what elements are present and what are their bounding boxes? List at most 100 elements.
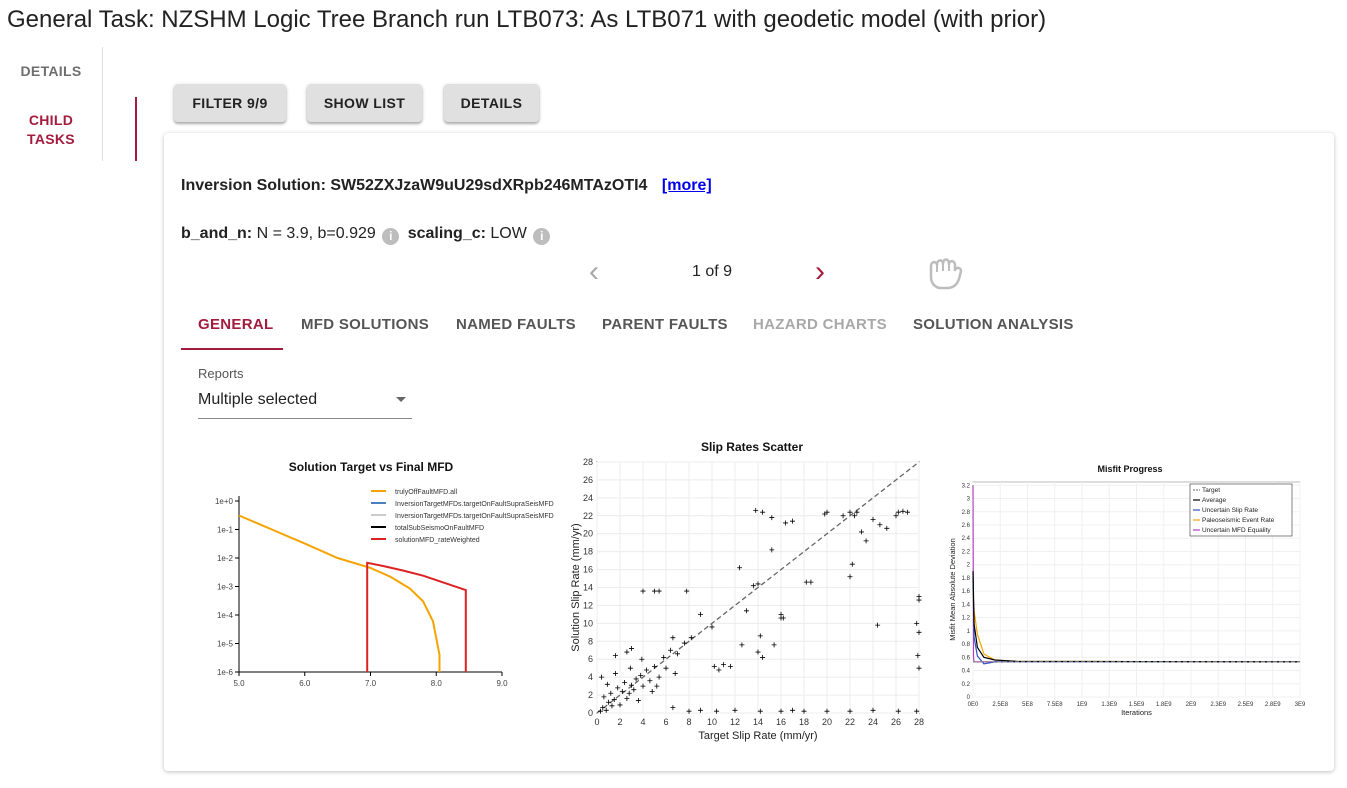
scatter-point	[639, 656, 645, 662]
scatter-point	[617, 702, 623, 708]
info-icon[interactable]: i	[382, 228, 400, 245]
more-link[interactable]: [more]	[661, 177, 712, 194]
x-tick-label: 22	[845, 717, 855, 727]
scatter-point	[739, 642, 745, 648]
y-tick-label: 2.2	[962, 549, 971, 555]
scatter-point	[769, 547, 775, 553]
x-tick-label: 14	[753, 717, 763, 727]
scatter-point	[684, 588, 690, 594]
scatter-point	[668, 647, 674, 653]
y-tick-label: 1.6	[962, 589, 971, 595]
scatter-point	[711, 663, 717, 669]
x-tick-label: 20	[822, 717, 832, 727]
tab-parent-faults[interactable]: PARENT FAULTS	[602, 316, 728, 333]
show-list-button[interactable]: SHOW LIST	[307, 84, 422, 122]
scatter-point	[801, 708, 807, 714]
y-tick-label: 1.4	[962, 602, 971, 608]
legend-label: Paleoseismic Event Rate	[1202, 517, 1275, 524]
y-tick-label: 2.6	[962, 523, 971, 529]
scatter-point	[627, 665, 633, 671]
scatter-point	[744, 608, 749, 614]
scatter-point	[893, 513, 899, 519]
y-tick-label: 1e-6	[217, 668, 234, 677]
scatter-point	[619, 688, 625, 694]
details-button[interactable]: DETAILS	[444, 84, 539, 122]
scatter-point	[675, 651, 680, 657]
x-tick-label: 1.8E9	[1156, 702, 1172, 708]
reports-select[interactable]: Multiple selected	[198, 385, 412, 419]
tab-general[interactable]: GENERAL	[198, 316, 274, 333]
x-tick-label: 1E9	[1077, 702, 1088, 708]
scatter-point	[661, 654, 667, 660]
mfd-series-line	[238, 514, 441, 672]
inversion-id: SW52ZXJzaW9uU29sdXRpb246MTAzOTI4	[330, 177, 648, 194]
page-title: General Task: NZSHM Logic Tree Branch ru…	[7, 6, 1047, 33]
x-tick-label: 26	[891, 717, 901, 727]
x-tick-label: 2.8E9	[1265, 702, 1281, 708]
x-tick-label: 28	[914, 717, 924, 727]
x-tick-label: 1.5E9	[1129, 702, 1145, 708]
info-icon[interactable]: i	[533, 228, 551, 245]
side-nav: DETAILS CHILD TASKS	[0, 47, 103, 161]
y-tick-label: 1e-3	[217, 583, 234, 592]
scatter-point	[760, 654, 766, 660]
chevron-left-icon[interactable]: ‹	[589, 255, 599, 288]
scatter-point	[688, 635, 694, 641]
y-tick-label: 12	[583, 600, 593, 610]
filter-button[interactable]: FILTER 9/9	[174, 84, 286, 122]
scatter-point	[640, 683, 646, 689]
scatter-point	[895, 708, 901, 714]
chevron-right-icon[interactable]: ›	[815, 255, 825, 288]
x-tick-label: 8.0	[431, 679, 443, 688]
scatter-point	[783, 520, 789, 526]
scatter-point	[649, 688, 655, 694]
y-tick-label: 2.4	[962, 536, 971, 542]
x-tick-label: 6.0	[299, 679, 311, 688]
side-tab-details[interactable]: DETAILS	[20, 63, 82, 79]
legend-label: InversionTargetMFDs.targetOnFaultSupraSe…	[395, 501, 554, 508]
tab-named-faults[interactable]: NAMED FAULTS	[456, 316, 576, 333]
b-and-n-key: b_and_n:	[181, 225, 253, 242]
y-tick-label: 16	[583, 565, 593, 575]
scatter-point	[670, 635, 676, 641]
y-tick-label: 3	[967, 497, 971, 503]
hand-grab-icon[interactable]	[925, 254, 967, 292]
tab-mfd-solutions[interactable]: MFD SOLUTIONS	[301, 316, 430, 333]
side-tab-child-tasks[interactable]: CHILD TASKS	[0, 111, 102, 149]
x-tick-label: 16	[776, 717, 786, 727]
tab-hazard-charts: HAZARD CHARTS	[753, 316, 887, 333]
y-tick-label: 0.4	[962, 669, 971, 675]
y-tick-label: 1e-5	[217, 640, 234, 649]
scatter-point	[757, 633, 763, 639]
scatter-point	[859, 529, 864, 535]
x-tick-label: 2E9	[1186, 702, 1197, 708]
y-axis-label: Solution Slip Rate (mm/yr)	[570, 523, 582, 651]
reports-label: Reports	[198, 366, 244, 381]
scatter-point	[916, 665, 922, 671]
scatter-point	[778, 615, 784, 621]
y-tick-label: 2	[588, 690, 593, 700]
y-tick-label: 1e-4	[217, 611, 234, 620]
x-tick-label: 2.5E9	[1238, 702, 1254, 708]
scatter-point	[875, 622, 881, 628]
scatter-point	[633, 676, 639, 682]
x-tick-label: 3E9	[1295, 702, 1306, 708]
scatter-point	[611, 697, 617, 703]
scatter-point	[652, 588, 657, 594]
y-tick-label: 1e-2	[217, 554, 234, 563]
scatter-point	[895, 509, 901, 515]
scatter-point	[698, 611, 703, 617]
tab-solution-analysis[interactable]: SOLUTION ANALYSIS	[913, 316, 1074, 333]
scatter-point	[847, 574, 853, 580]
scatter-point	[600, 705, 606, 711]
y-tick-label: 24	[583, 493, 593, 503]
scatter-point	[790, 518, 795, 524]
x-tick-label: 24	[868, 717, 878, 727]
scatter-point	[663, 665, 669, 671]
scatter-point	[681, 640, 687, 646]
scatter-point	[870, 516, 876, 522]
x-tick-label: 18	[799, 717, 809, 727]
scatter-point	[647, 678, 653, 684]
inversion-solution-line: Inversion Solution: SW52ZXJzaW9uU29sdXRp…	[181, 177, 712, 195]
